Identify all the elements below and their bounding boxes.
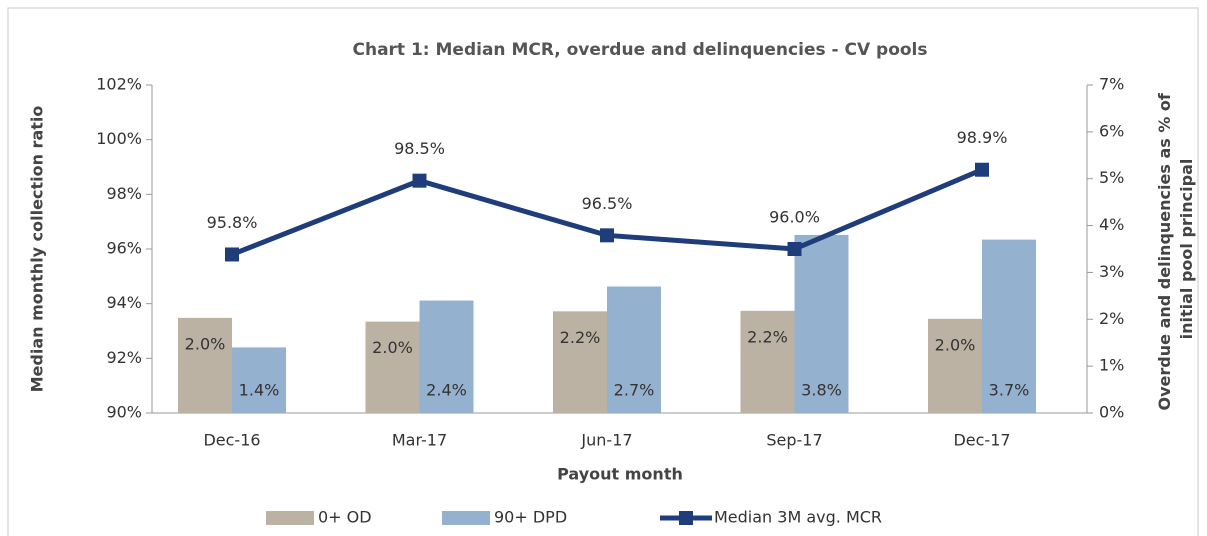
y2-axis-title-text: Overdue and delinquencies as % of <box>1155 92 1174 410</box>
y-axis-title: Median monthly collection ratio <box>28 106 47 393</box>
y2-tick-label: 4% <box>1099 215 1124 234</box>
y2-tick-label: 3% <box>1099 262 1124 281</box>
bar <box>365 321 420 413</box>
bar <box>419 300 474 413</box>
legend-label: Median 3M avg. MCR <box>714 508 882 527</box>
legend-marker <box>679 511 693 525</box>
x-tick-label: Mar-17 <box>392 431 447 450</box>
data-label: 2.2% <box>747 327 788 346</box>
x-tick-label: Jun-17 <box>580 431 632 450</box>
data-label: 2.4% <box>426 381 467 400</box>
x-tick-label: Dec-17 <box>953 431 1010 450</box>
chart-title: Chart 1: Median MCR, overdue and delinqu… <box>352 40 927 60</box>
y-tick-label: 100% <box>96 129 142 148</box>
data-label: 2.7% <box>614 381 655 400</box>
y2-axis-title-line: initial pool principal <box>1177 159 1196 340</box>
y-tick-label: 94% <box>106 293 142 312</box>
line-marker <box>225 247 239 262</box>
x-tick-label: Sep-17 <box>766 431 822 450</box>
data-label: 95.8% <box>207 213 258 232</box>
y-tick-label: 98% <box>106 184 142 203</box>
y2-tick-label: 0% <box>1099 403 1124 422</box>
data-label: 2.2% <box>560 328 601 347</box>
x-tick-label: Dec-16 <box>203 431 260 450</box>
bar <box>740 310 795 413</box>
bar <box>553 311 607 413</box>
bar <box>982 239 1036 413</box>
bar <box>794 234 849 413</box>
bar <box>928 318 982 413</box>
y2-tick-label: 2% <box>1099 309 1124 328</box>
y-tick-label: 92% <box>106 348 142 367</box>
x-axis-title: Payout month <box>557 465 683 484</box>
legend-swatch <box>266 511 314 525</box>
line-marker <box>975 162 989 177</box>
data-label: 3.7% <box>989 381 1030 400</box>
y2-tick-label: 6% <box>1099 121 1124 140</box>
data-label: 2.0% <box>372 338 413 357</box>
y2-tick-label: 1% <box>1099 356 1124 375</box>
data-label: 98.5% <box>394 139 445 158</box>
line-marker <box>412 173 427 188</box>
y-tick-label: 102% <box>96 75 142 94</box>
data-label: 96.5% <box>582 194 633 213</box>
data-label: 1.4% <box>239 381 280 400</box>
y-tick-label: 90% <box>106 403 142 422</box>
bar <box>232 347 286 413</box>
legend-label: 90+ DPD <box>494 508 567 527</box>
bar <box>178 317 232 413</box>
y2-tick-label: 7% <box>1099 75 1124 94</box>
y-tick-label: 96% <box>106 239 142 258</box>
data-label: 3.8% <box>801 381 842 400</box>
chart-frame <box>7 7 1199 536</box>
data-label: 2.0% <box>185 334 226 353</box>
line-marker <box>787 242 802 256</box>
line-marker <box>600 228 614 243</box>
legend-swatch <box>442 511 490 525</box>
y2-tick-label: 5% <box>1099 168 1124 187</box>
legend-label: 0+ OD <box>318 508 372 527</box>
data-label: 2.0% <box>935 335 976 354</box>
data-label: 96.0% <box>769 208 820 227</box>
bar <box>607 286 661 413</box>
y2-axis-title: Overdue and delinquencies as % of initia… <box>1155 88 1196 411</box>
data-label: 98.9% <box>957 128 1008 147</box>
